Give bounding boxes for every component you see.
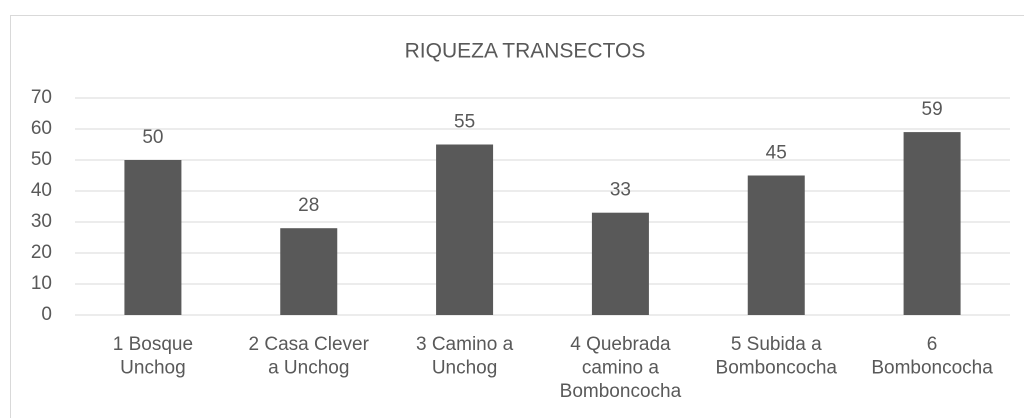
x-tick-label: Bomboncocha — [716, 358, 838, 379]
y-tick-label: 50 — [31, 149, 52, 170]
x-tick-label: Bomboncocha — [560, 381, 682, 402]
x-tick-label: 2 Casa Clever — [249, 334, 370, 355]
y-tick-label: 10 — [31, 273, 52, 294]
x-tick-label: Unchog — [432, 358, 498, 379]
bar — [280, 228, 338, 315]
x-tick-label: Unchog — [120, 358, 186, 379]
data-label: 55 — [454, 112, 475, 133]
bar — [591, 212, 649, 315]
y-tick-label: 30 — [31, 211, 52, 232]
x-tick-label: 4 Quebrada — [570, 334, 671, 355]
y-tick-label: 60 — [31, 118, 52, 139]
y-tick-label: 40 — [31, 180, 52, 201]
chart-title: RIQUEZA TRANSECTOS — [405, 40, 646, 63]
x-tick-label: Bomboncocha — [871, 358, 993, 379]
y-tick-label: 20 — [31, 242, 52, 263]
bar — [903, 132, 961, 315]
data-label: 28 — [298, 195, 319, 216]
data-label: 59 — [922, 99, 943, 120]
bar — [124, 160, 182, 315]
x-tick-label: camino a — [582, 358, 660, 379]
x-tick-label: 6 — [927, 334, 938, 355]
x-tick-label: 1 Bosque — [113, 334, 193, 355]
data-label: 45 — [766, 143, 787, 164]
x-tick-label: 5 Subida a — [731, 334, 822, 355]
data-label: 50 — [142, 127, 163, 148]
bar — [436, 144, 494, 315]
y-tick-label: 0 — [41, 304, 52, 325]
x-tick-label: 3 Camino a — [416, 334, 514, 355]
x-tick-label: a Unchog — [268, 358, 349, 379]
bar — [747, 175, 805, 315]
y-tick-label: 70 — [31, 87, 52, 108]
data-label: 33 — [610, 180, 631, 201]
